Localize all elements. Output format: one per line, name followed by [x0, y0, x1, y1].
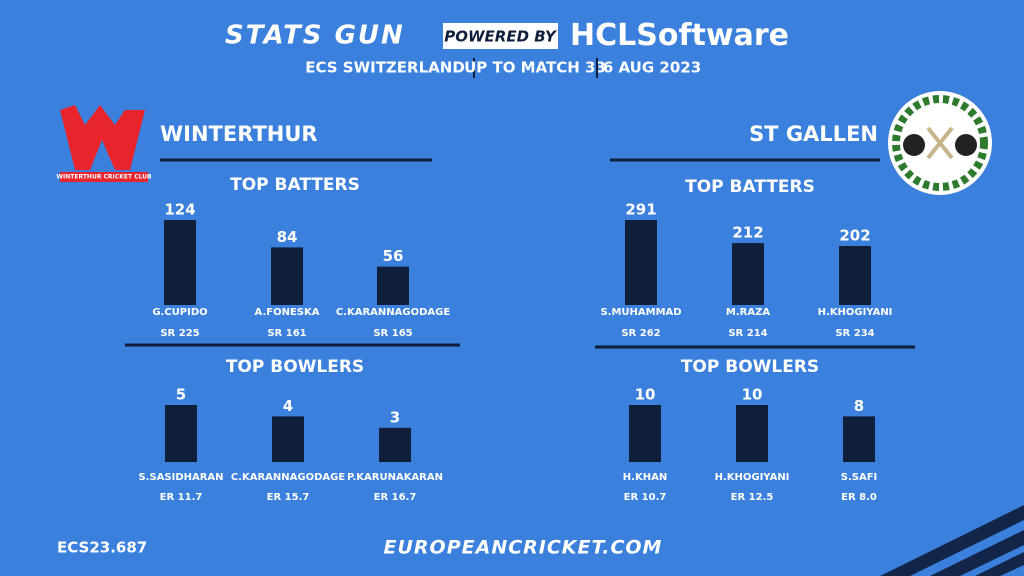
category-label: H.KHOGIYANI — [715, 472, 790, 483]
decor-stripes — [880, 505, 1024, 576]
value-label: 3 — [390, 408, 400, 426]
sub-label: ER 10.7 — [624, 492, 667, 503]
sponsor-b: Software — [636, 18, 789, 53]
sub-label: ER 11.7 — [160, 492, 203, 503]
sub-label: SR 262 — [621, 328, 660, 339]
category-label: C.KARANNAGODAGE — [231, 472, 346, 483]
category-label: M.RAZA — [726, 307, 770, 318]
chart-title: TOP BATTERS — [230, 175, 360, 195]
chart-title: TOP BATTERS — [685, 177, 815, 197]
sub-label: SR 214 — [728, 328, 767, 339]
chart-title: TOP BOWLERS — [681, 357, 819, 377]
footer-code: ECS23.687 — [57, 539, 147, 557]
logo-left: WINTERTHUR CRICKET CLUB — [56, 105, 152, 182]
bar — [379, 427, 411, 462]
sub-label: ER 15.7 — [267, 492, 310, 503]
category-label: A.FONESKA — [255, 307, 320, 318]
bar — [839, 245, 871, 305]
sponsor-a: HCL — [570, 18, 636, 53]
powered-by: POWERED BY — [444, 28, 558, 46]
value-label: 212 — [732, 224, 763, 242]
bar — [736, 405, 768, 462]
subtitle-part: UP TO MATCH 33 — [464, 59, 606, 77]
category-label: H.KHOGIYANI — [818, 307, 893, 318]
value-label: 202 — [839, 226, 870, 244]
value-label: 84 — [277, 228, 298, 246]
brand: STATS GUN — [225, 21, 405, 51]
footer-site: EUROPEANCRICKET.COM — [384, 537, 663, 559]
bar — [625, 220, 657, 305]
value-label: 291 — [625, 201, 656, 219]
powered-box — [443, 23, 558, 49]
value-label: 8 — [854, 397, 864, 415]
separator — [473, 58, 475, 78]
bar — [165, 405, 197, 462]
bar — [732, 243, 764, 305]
value-label: 10 — [635, 386, 656, 404]
bar — [843, 416, 875, 462]
value-label: 5 — [176, 386, 186, 404]
value-label: 4 — [283, 397, 293, 415]
bar — [272, 416, 304, 462]
bar — [377, 266, 409, 305]
sub-label: ER 16.7 — [374, 492, 417, 503]
category-label: P.KARUNAKARAN — [347, 472, 443, 483]
bar — [164, 220, 196, 305]
sub-label: SR 165 — [373, 328, 412, 339]
subtitle-part: 6 AUG 2023 — [603, 59, 701, 77]
category-label: S.SASIDHARAN — [138, 472, 223, 483]
category-label: G.CUPIDO — [152, 307, 207, 318]
sub-label: ER 12.5 — [731, 492, 774, 503]
logo-text: WINTERTHUR CRICKET CLUB — [56, 174, 152, 181]
sub-label: SR 225 — [160, 328, 199, 339]
category-label: C.KARANNAGODAGE — [336, 307, 451, 318]
sub-label: ER 8.0 — [841, 492, 877, 503]
chart-title: TOP BOWLERS — [226, 357, 364, 377]
subtitle-part: ECS SWITZERLAND — [305, 59, 465, 77]
team-name: ST GALLEN — [749, 122, 878, 146]
separator — [596, 58, 598, 78]
sub-label: SR 234 — [835, 328, 874, 339]
bar — [629, 405, 661, 462]
sponsor: HCLSoftware — [570, 18, 789, 53]
logo-right — [888, 91, 992, 195]
team-name: WINTERTHUR — [160, 122, 318, 146]
value-label: 56 — [383, 247, 404, 265]
value-label: 124 — [164, 201, 195, 219]
category-label: H.KHAN — [623, 472, 667, 483]
value-label: 10 — [742, 386, 763, 404]
category-label: S.SAFI — [841, 472, 878, 483]
bar — [271, 247, 303, 305]
sub-label: SR 161 — [267, 328, 306, 339]
category-label: S.MUHAMMAD — [600, 307, 681, 318]
